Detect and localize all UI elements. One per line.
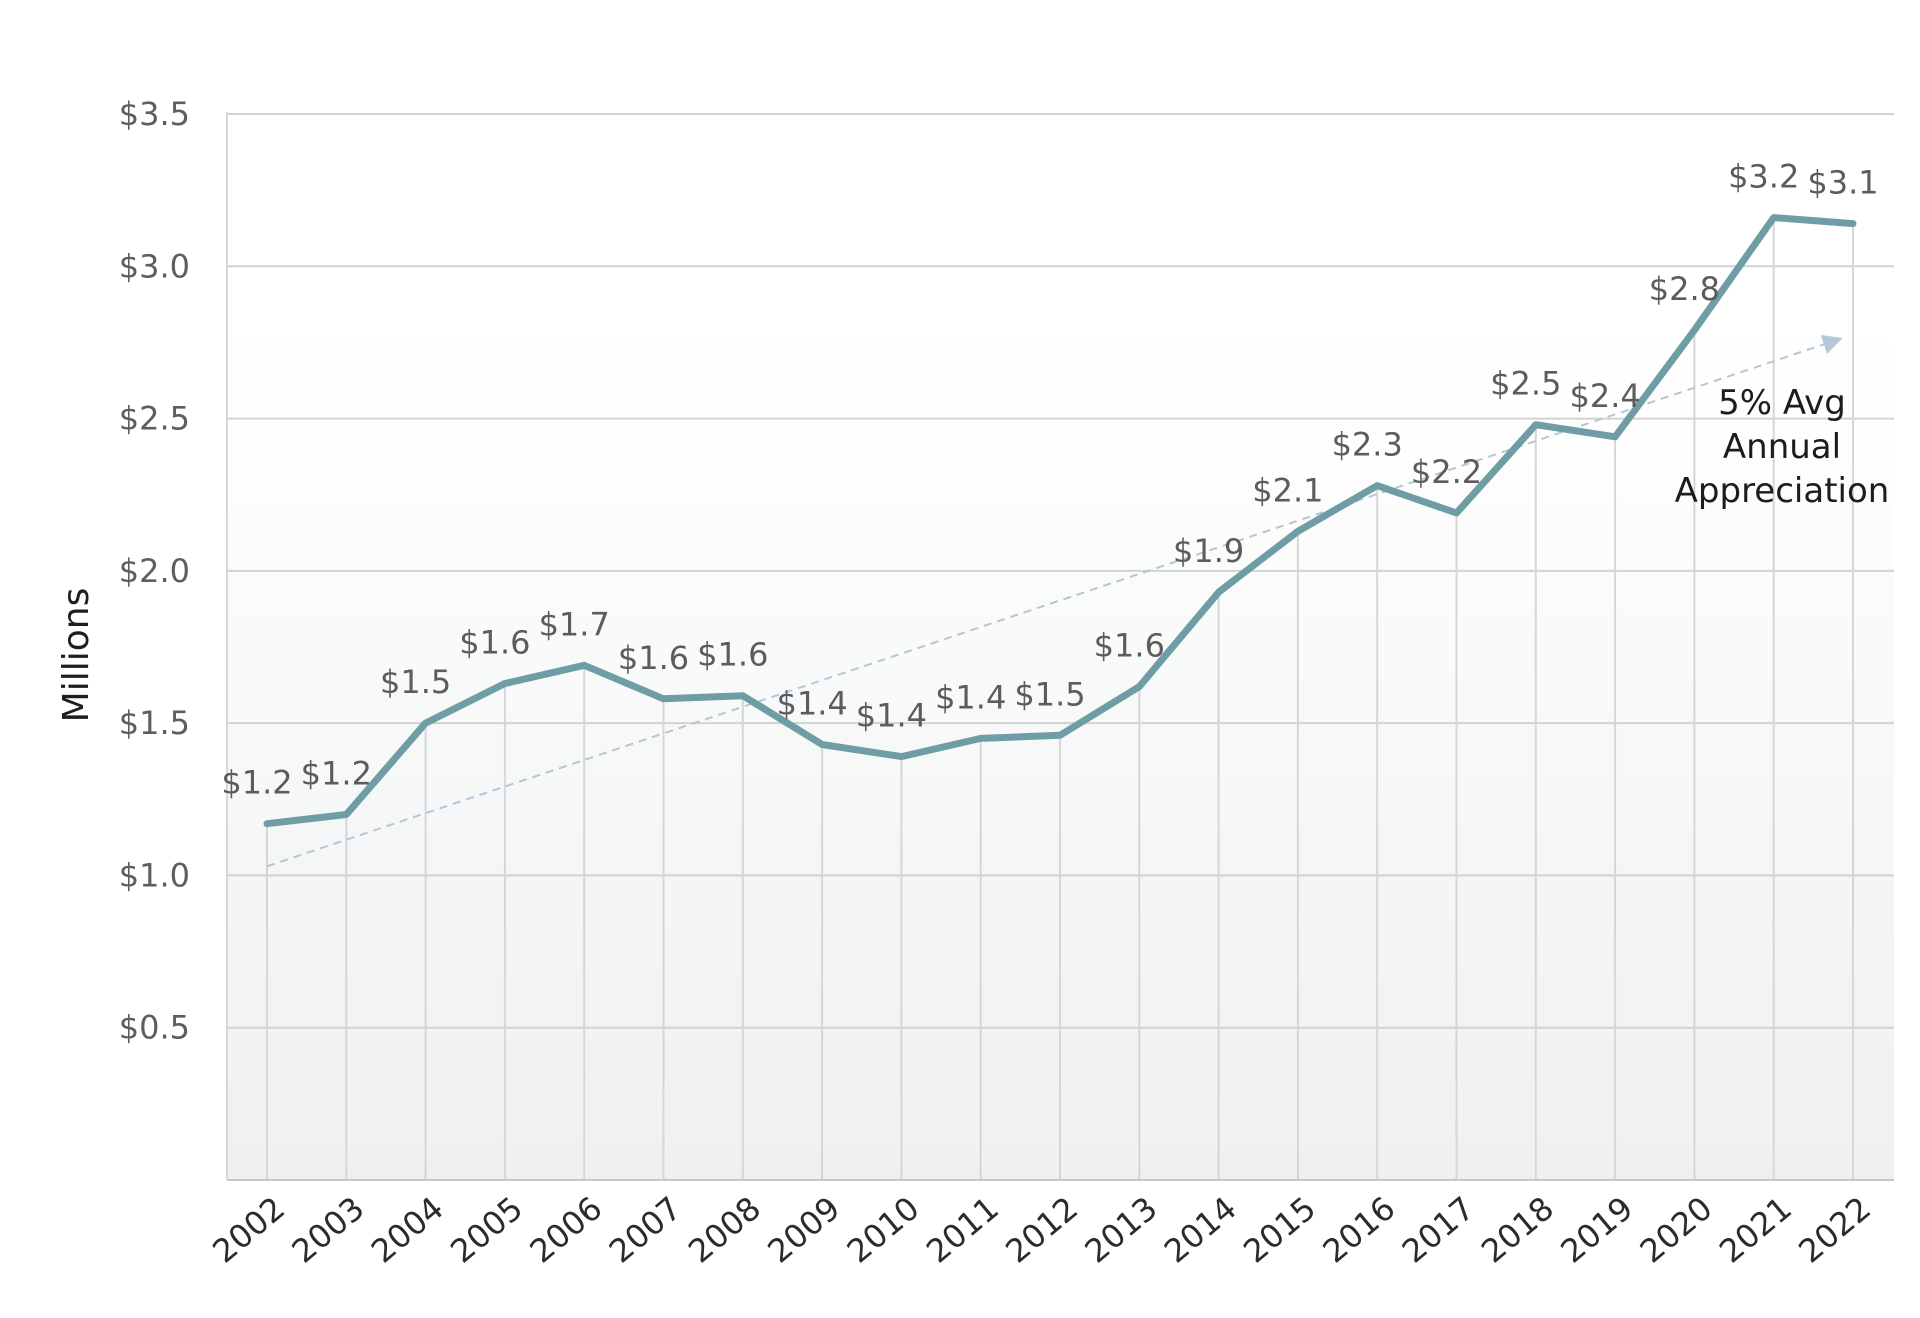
data-label: $2.5 xyxy=(1490,365,1561,403)
data-label: $1.9 xyxy=(1173,532,1244,570)
data-labels: $1.2 $1.2$1.5$1.6 $1.7$1.6 $1.6$1.4 $1.4 $1.4… xyxy=(221,158,1878,802)
x-tick-label: 2014 xyxy=(1157,1189,1244,1270)
data-label: $1.6 xyxy=(459,624,530,662)
y-tick-label: $2.0 xyxy=(119,552,190,590)
x-tick-label: 2008 xyxy=(681,1189,768,1270)
data-label: $2.4 xyxy=(1569,377,1640,415)
data-label: $3.2 xyxy=(1728,158,1799,196)
annotation-line-1: 5% Avg xyxy=(1718,383,1846,423)
y-tick-labels: $0.5 $1.0 $1.5 $2.0 $2.5 $3.0 $3.5 xyxy=(119,95,190,1047)
data-label: $2.8 xyxy=(1649,270,1720,308)
series-line xyxy=(263,214,1857,828)
y-tick-label: $0.5 xyxy=(119,1009,190,1047)
annotation-line-2: Annual xyxy=(1723,427,1841,467)
data-label: $1.5 xyxy=(1014,675,1085,713)
annotation-line-3: Appreciation xyxy=(1675,471,1890,511)
data-label: $2.1 xyxy=(1252,471,1323,509)
x-tick-label: 2007 xyxy=(602,1189,689,1270)
x-tick-label: 2013 xyxy=(1078,1189,1165,1270)
x-tick-label: 2009 xyxy=(760,1189,847,1270)
data-label: $1.2 xyxy=(221,764,292,802)
x-tick-label: 2020 xyxy=(1633,1189,1720,1270)
y-tick-label: $1.5 xyxy=(119,704,190,742)
x-gridlines xyxy=(266,217,1854,1180)
data-label: $1.5 xyxy=(380,663,451,701)
trendline xyxy=(266,334,1843,868)
x-tick-label: 2011 xyxy=(919,1189,1006,1270)
data-label: $2.3 xyxy=(1332,426,1403,464)
y-tick-label: $3.0 xyxy=(119,247,190,285)
x-tick-label: 2022 xyxy=(1791,1189,1878,1270)
x-tick-labels: 2002200320042005200620072008200920102011… xyxy=(205,1189,1878,1270)
x-tick-label: 2004 xyxy=(364,1189,451,1270)
data-label: $1.2 xyxy=(301,755,372,793)
data-label: $1.4 xyxy=(856,697,927,735)
y-tick-label: $2.5 xyxy=(119,400,190,438)
data-label: $1.4 xyxy=(776,684,847,722)
data-label: $2.2 xyxy=(1411,453,1482,491)
x-tick-label: 2016 xyxy=(1316,1189,1403,1270)
y-axis-title: Millions xyxy=(56,588,97,723)
data-label: $1.6 xyxy=(1094,627,1165,665)
trend-annotation: 5% Avg Annual Appreciation xyxy=(1675,383,1890,511)
x-tick-label: 2010 xyxy=(840,1189,927,1270)
data-label: $1.6 xyxy=(697,636,768,674)
x-tick-label: 2006 xyxy=(523,1189,610,1270)
x-tick-label: 2021 xyxy=(1712,1189,1799,1270)
x-tick-label: 2019 xyxy=(1553,1189,1640,1270)
y-tick-label: $3.5 xyxy=(119,95,190,133)
x-tick-label: 2002 xyxy=(205,1189,292,1270)
x-tick-label: 2018 xyxy=(1474,1189,1561,1270)
data-label: $1.7 xyxy=(539,605,610,643)
data-label: $3.1 xyxy=(1807,164,1878,202)
y-tick-label: $1.0 xyxy=(119,856,190,894)
x-tick-label: 2005 xyxy=(443,1189,530,1270)
data-label: $1.4 xyxy=(935,678,1006,716)
x-tick-label: 2003 xyxy=(285,1189,372,1270)
x-tick-label: 2015 xyxy=(1236,1189,1323,1270)
x-tick-label: 2017 xyxy=(1395,1189,1482,1270)
x-tick-label: 2012 xyxy=(998,1189,1085,1270)
data-label: $1.6 xyxy=(618,639,689,677)
